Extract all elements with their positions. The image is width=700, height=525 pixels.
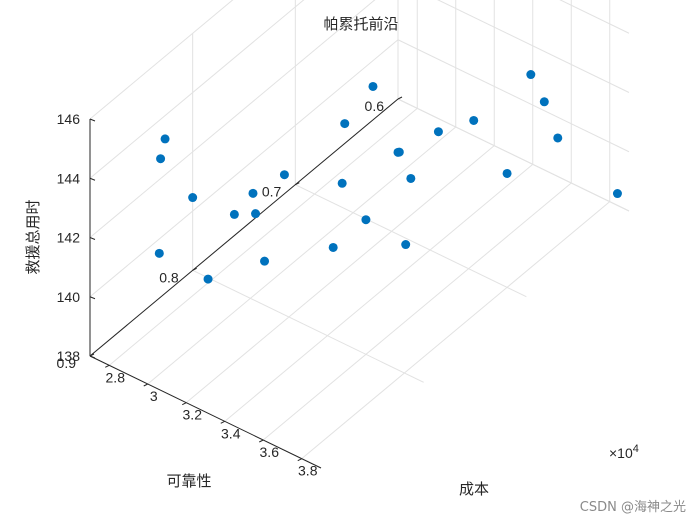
x-tick-label: 3.4 [221,425,241,441]
z-tick-mark [89,237,96,240]
wall-gridline-z [437,0,630,93]
z-tick-label: 146 [57,111,81,127]
data-point [340,119,350,129]
floor-gridline-x [301,201,611,460]
data-point [433,127,443,137]
z-tick-label: 138 [57,348,81,364]
wall-gridline-z [89,0,376,238]
chart-title: 帕累托前沿 [323,15,398,33]
wall-gridline-z [89,0,305,179]
y-tick-mark [295,182,300,186]
data-point [337,178,347,188]
y-tick-mark [192,267,197,271]
data-point [203,274,213,284]
data-point [401,240,411,250]
wall-gridline-z [559,0,630,34]
data-point [612,189,622,199]
wall-gridline-z [89,39,399,298]
floor-gridline-y [295,184,527,298]
data-point [260,256,270,266]
data-point [248,188,258,198]
y-tick-label: 0.8 [159,269,179,285]
x-tick-mark [182,402,187,406]
y-axis-label: 可靠性 [166,472,211,490]
data-point [406,173,416,183]
y-tick-mark [89,353,95,357]
data-point [526,70,536,80]
z-tick-mark [89,118,96,122]
data-point [229,209,239,219]
data-point [368,81,378,91]
grid-layer [89,0,630,469]
point-layer [154,70,622,284]
x-tick-label: 3 [150,388,158,404]
wall-gridline-z [397,39,630,153]
floor-gridline-y [192,269,424,383]
y-tick-label: 0.6 [365,98,385,114]
x-tick-label: 2.8 [106,369,126,385]
axis-layer [89,96,403,469]
y-tick-label: 0.9 [57,355,77,371]
x-tick-label: 3.6 [260,444,280,460]
floor-gridline-x [224,163,534,422]
x-axis-label: 成本 [459,480,489,498]
z-axis-label: 救援总用时 [24,199,42,274]
z-tick-mark [89,296,96,300]
z-tick-label: 140 [57,289,81,305]
x-tick-mark [220,420,225,424]
x-tick-label: 3.8 [298,463,318,479]
floor-gridline-x [185,145,495,404]
data-point [553,133,563,143]
data-point [393,147,403,157]
x-axis-exponent: ×104 [609,443,639,461]
y-tick-mark [397,96,403,100]
z-tick-label: 142 [57,230,81,246]
x-tick-mark [259,439,264,443]
data-point [502,168,512,178]
z-tick-mark [89,177,96,181]
wall-gridline-z [89,0,234,120]
data-point [361,215,371,225]
data-point [154,248,164,258]
floor-gridline-x [147,126,457,385]
data-point [160,134,170,144]
x-tick-mark [143,383,148,387]
y-tick-label: 0.7 [262,184,282,200]
data-point [156,154,166,164]
data-point [328,242,338,252]
data-point [251,209,261,219]
wall-gridline-z [397,98,630,212]
x-tick-mark [105,364,110,368]
z-tick-mark [89,355,96,359]
floor-gridline-x [108,107,418,366]
x-axis-line [89,355,322,469]
data-point [469,115,479,125]
x-tick-label: 3.2 [183,407,203,423]
data-point [188,193,198,203]
floor-gridline-x [262,182,572,441]
z-tick-label: 144 [57,170,81,186]
y-axis-line [89,98,399,357]
x-tick-mark [297,458,302,462]
data-point [279,170,289,180]
watermark: CSDN @海神之光 [580,500,686,515]
data-point [539,97,549,107]
